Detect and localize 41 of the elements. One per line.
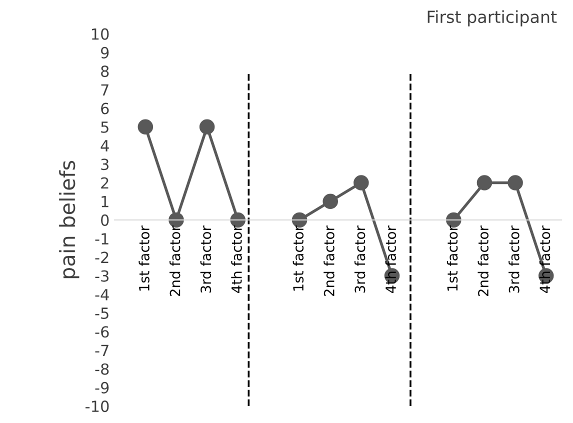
point (322, 194, 338, 209)
y-tick-label: 1 (102, 196, 108, 208)
y-axis-title: pain beliefs (59, 160, 80, 278)
x-tick-label: 4th factor (539, 226, 550, 294)
y-tick-label: -6 (95, 326, 109, 338)
x-tick-label: 3rd factor (200, 226, 212, 293)
y-tick-label: -7 (95, 344, 108, 356)
x-tick-label: 4th factor (231, 226, 242, 294)
x-tick-label: 4th factor (385, 226, 396, 294)
x-tick-label: 2nd factor (324, 226, 334, 296)
y-tick-label: 10 (92, 28, 109, 40)
y-tick-label: 6 (101, 102, 109, 114)
y-tick-label: 7 (101, 84, 108, 96)
y-tick-label: -2 (95, 252, 108, 263)
x-tick-label: 1st factor (138, 226, 150, 291)
y-tick-label: 4 (100, 140, 109, 152)
x-tick-label: 1st factor (446, 226, 458, 291)
x-tick-label: 3rd factor (508, 226, 520, 293)
point (199, 119, 215, 135)
y-tick-label: 5 (101, 122, 108, 133)
chart-title: First participant (428, 10, 557, 26)
y-tick-label: 0 (101, 214, 109, 226)
x-tick-label: 1st factor (292, 226, 304, 291)
x-tick-label: 3rd factor (354, 226, 366, 293)
y-tick-label: 8 (101, 66, 109, 78)
y-tick-label: -9 (95, 382, 109, 394)
y-tick-label: 3 (101, 158, 109, 170)
y-tick-label: -4 (95, 289, 109, 300)
point (138, 119, 154, 135)
y-tick-label: 2 (101, 177, 108, 189)
y-tick-label: 9 (100, 46, 109, 58)
y-tick-label: -10 (86, 400, 109, 412)
point (354, 175, 369, 190)
x-tick-label: 2nd factor (478, 226, 489, 296)
point (476, 175, 492, 190)
y-tick-label: -3 (95, 270, 109, 282)
y-tick-label: -1 (95, 233, 108, 244)
y-tick-label: -5 (95, 308, 108, 320)
x-tick-label: 2nd factor (170, 226, 180, 296)
point (508, 175, 523, 190)
y-tick-label: -8 (95, 363, 109, 375)
